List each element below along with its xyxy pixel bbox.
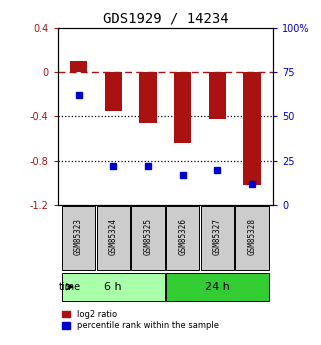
FancyBboxPatch shape (97, 206, 130, 270)
FancyBboxPatch shape (235, 206, 269, 270)
Text: 24 h: 24 h (205, 282, 230, 292)
Text: GSM85326: GSM85326 (178, 218, 187, 255)
Text: GSM85327: GSM85327 (213, 218, 222, 255)
Legend: log2 ratio, percentile rank within the sample: log2 ratio, percentile rank within the s… (62, 310, 219, 330)
FancyBboxPatch shape (201, 206, 234, 270)
Bar (70, 61, 87, 72)
Title: GDS1929 / 14234: GDS1929 / 14234 (102, 11, 228, 25)
FancyBboxPatch shape (62, 206, 95, 270)
Text: 6 h: 6 h (104, 282, 122, 292)
Bar (105, 72, 122, 111)
FancyBboxPatch shape (131, 206, 165, 270)
Text: GSM85325: GSM85325 (143, 218, 152, 255)
Bar (243, 72, 261, 185)
Bar (174, 72, 191, 143)
Text: time: time (58, 282, 81, 292)
Text: GSM85328: GSM85328 (247, 218, 256, 255)
FancyBboxPatch shape (166, 206, 199, 270)
FancyBboxPatch shape (166, 273, 269, 300)
FancyBboxPatch shape (62, 273, 165, 300)
Text: GSM85323: GSM85323 (74, 218, 83, 255)
Bar (139, 72, 157, 123)
Text: GSM85324: GSM85324 (109, 218, 118, 255)
Bar (209, 72, 226, 119)
